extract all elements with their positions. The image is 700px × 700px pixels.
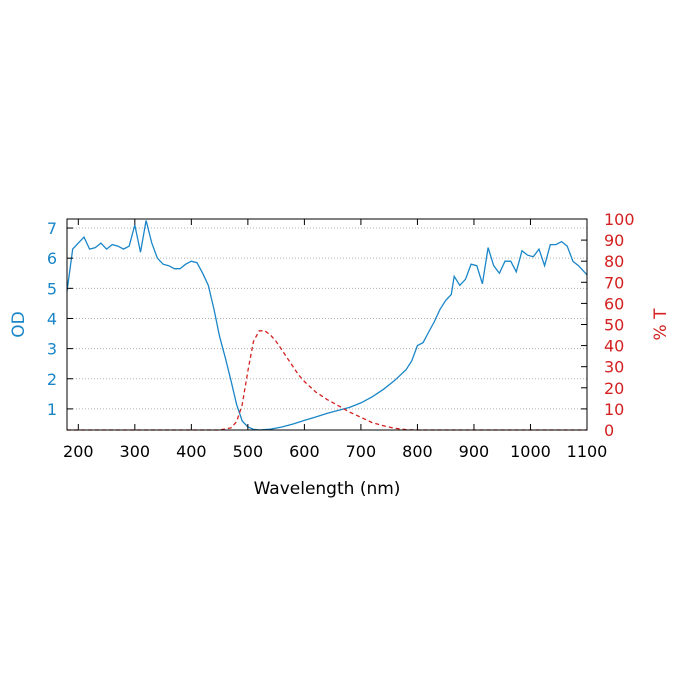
- left-tick-label: 2: [47, 370, 57, 389]
- x-tick-label: 200: [63, 442, 94, 461]
- x-axis-ticks: 200 300 400 500 600 700 800 900 1000 1100: [63, 219, 607, 461]
- left-tick-label: 5: [47, 279, 57, 298]
- right-tick-label: 10: [604, 400, 624, 419]
- left-axis-ticks: 1 2 3 4 5 6 7: [47, 219, 73, 419]
- left-tick-label: 3: [47, 340, 57, 359]
- left-tick-label: 6: [47, 249, 57, 268]
- series-layer: [66, 220, 588, 431]
- x-tick-label: 800: [402, 442, 433, 461]
- x-tick-label: 400: [176, 442, 207, 461]
- x-tick-label: 600: [289, 442, 320, 461]
- od-series-line: [66, 220, 588, 431]
- x-tick-label: 1000: [510, 442, 551, 461]
- x-tick-label: 1100: [567, 442, 608, 461]
- right-tick-label: 0: [604, 421, 614, 440]
- left-tick-label: 1: [47, 400, 57, 419]
- right-tick-label: 60: [604, 294, 624, 313]
- right-tick-label: 90: [604, 231, 624, 250]
- plot-frame: [66, 218, 588, 431]
- right-tick-label: 50: [604, 316, 624, 335]
- right-axis-title: % T: [651, 308, 671, 341]
- x-axis-title: Wavelength (nm): [254, 479, 401, 499]
- right-tick-label: 80: [604, 252, 624, 271]
- left-axis-title: OD: [9, 311, 29, 337]
- x-tick-label: 500: [233, 442, 264, 461]
- x-tick-label: 900: [459, 442, 490, 461]
- right-tick-label: 30: [604, 358, 624, 377]
- left-tick-label: 7: [47, 219, 57, 238]
- right-tick-label: 20: [604, 379, 624, 398]
- x-tick-label: 300: [120, 442, 151, 461]
- transmission-series-line: [67, 330, 587, 431]
- grid-lines: [67, 227, 587, 410]
- right-tick-label: 70: [604, 273, 624, 292]
- x-tick-label: 700: [346, 442, 377, 461]
- right-tick-label: 40: [604, 337, 624, 356]
- right-tick-label: 100: [604, 210, 635, 229]
- left-tick-label: 4: [47, 309, 57, 328]
- right-axis-ticks: 0 10 20 30 40 50 60 70 80 90 100: [581, 210, 635, 440]
